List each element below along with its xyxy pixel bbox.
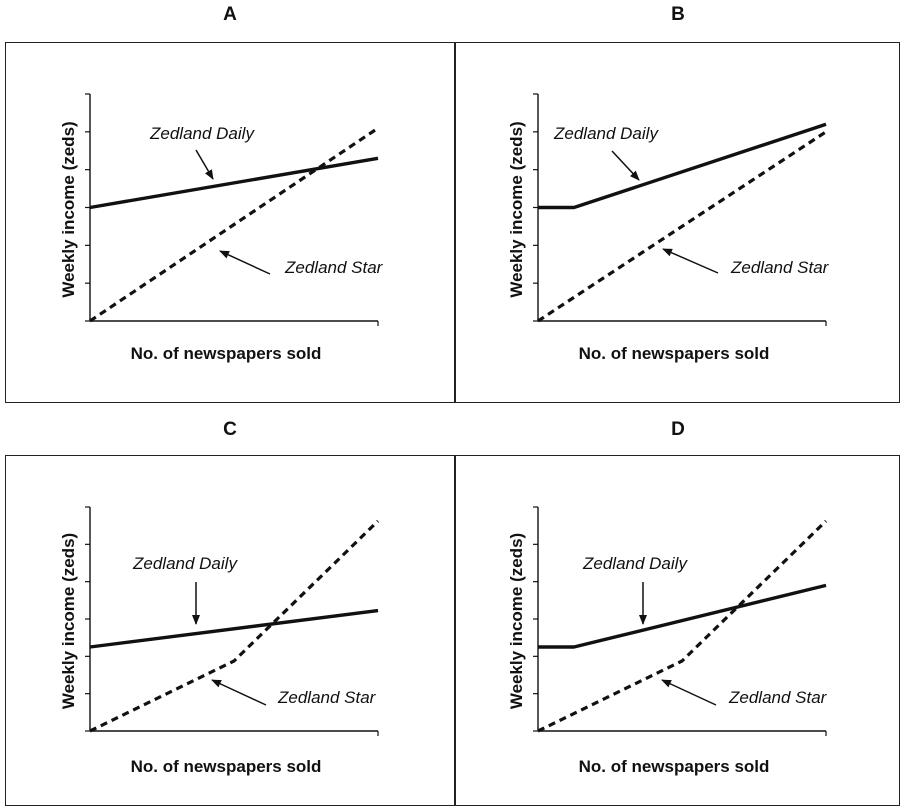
annotation-daily-a: Zedland Daily: [149, 124, 255, 143]
chart-panel-c: Weekly income (zeds) No. of newspapers so…: [59, 506, 380, 776]
annotation-arrow-star-d: [661, 679, 717, 706]
annotation-arrow-daily-a: [195, 149, 214, 180]
annotation-star-b: Zedland Star: [730, 258, 830, 277]
panel-frame-a: [5, 42, 456, 403]
series-line-star-b: [537, 130, 827, 323]
y-axis-label-b: Weekly income (zeds): [507, 121, 526, 297]
x-axis-label-c: No. of newspapers sold: [131, 757, 322, 776]
annotation-arrow-star-a: [219, 250, 271, 275]
annotation-star-a: Zedland Star: [284, 258, 384, 277]
series-line-star-d: [537, 519, 828, 733]
series-line-daily-d: [538, 583, 827, 649]
x-axis-label-a: No. of newspapers sold: [131, 344, 322, 363]
y-axis-label-c: Weekly income (zeds): [59, 533, 78, 709]
series-line-star-a: [89, 126, 379, 323]
chart-panel-a: Weekly income (zeds) No. of newspapers so…: [59, 93, 384, 363]
annotation-daily-d: Zedland Daily: [582, 554, 688, 573]
annotation-arrow-daily-b: [611, 150, 640, 181]
x-axis-label-b: No. of newspapers sold: [579, 344, 770, 363]
chart-panel-d: Weekly income (zeds) No. of newspapers so…: [507, 506, 828, 776]
panel-title-d: D: [671, 419, 685, 440]
annotation-arrow-star-c: [211, 679, 267, 706]
annotation-daily-c: Zedland Daily: [132, 554, 238, 573]
y-axis-label-a: Weekly income (zeds): [59, 121, 78, 297]
annotation-daily-b: Zedland Daily: [553, 124, 659, 143]
x-axis-label-d: No. of newspapers sold: [579, 757, 770, 776]
series-line-daily-c: [89, 608, 379, 649]
series-line-daily-a: [89, 156, 379, 210]
series-line-star-c: [89, 519, 380, 733]
annotation-star-d: Zedland Star: [728, 688, 828, 707]
y-axis-label-d: Weekly income (zeds): [507, 533, 526, 709]
panel-title-a: A: [223, 4, 237, 25]
chart-panel-b: Weekly income (zeds) No. of newspapers so…: [507, 93, 830, 363]
panel-title-c: C: [223, 419, 237, 440]
annotation-star-c: Zedland Star: [277, 688, 377, 707]
series-line-daily-b: [538, 122, 827, 210]
annotation-arrow-star-b: [662, 248, 719, 274]
panel-title-b: B: [671, 4, 685, 25]
